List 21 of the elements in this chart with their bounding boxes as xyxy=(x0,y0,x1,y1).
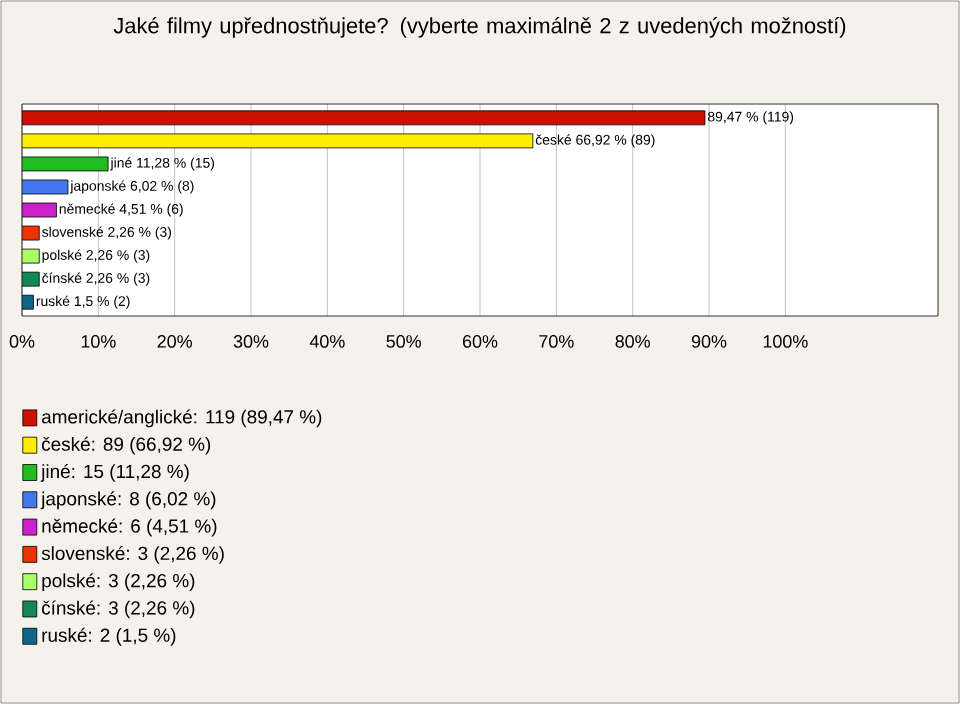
x-tick-label: 90% xyxy=(691,335,727,348)
legend-label: jiné: 15 (11,28 %) xyxy=(40,464,189,482)
x-tick-label: 70% xyxy=(539,335,574,348)
legend-label: slovenské: 3 (2,26 %) xyxy=(41,545,224,564)
legend-label: polské: 3 (2,26 %) xyxy=(42,573,195,592)
x-tick-label: 30% xyxy=(233,335,269,348)
legend-label: japonské: 8 (6,02 %) xyxy=(40,491,216,510)
legend-label: české: 89 (66,92 %) xyxy=(42,436,211,455)
x-tick-label: 40% xyxy=(309,335,345,348)
legend-label: německé: 6 (4,51 %) xyxy=(42,518,217,537)
chart-title: Jaké filmy upřednostňujete? (vyberte maximálně 2 z uvedených možností) xyxy=(113,17,846,38)
x-tick-label: 0% xyxy=(9,335,35,348)
x-tick-label: 60% xyxy=(462,335,498,348)
x-tick-label: 20% xyxy=(157,335,192,348)
legend-label: čínské: 3 (2,26 %) xyxy=(42,600,195,619)
legend-label: ruské: 2 (1,5 %) xyxy=(42,627,176,646)
legend-label: americké/anglické: 119 (89,47 %) xyxy=(42,409,322,428)
x-tick-label: 80% xyxy=(615,335,650,348)
x-tick-label: 50% xyxy=(386,335,421,348)
x-tick-label: 100% xyxy=(763,335,808,348)
x-tick-label: 10% xyxy=(81,335,116,348)
